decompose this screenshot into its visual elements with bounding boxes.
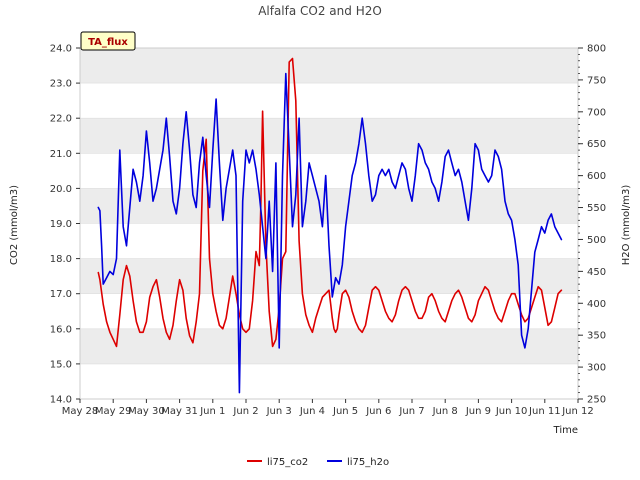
y-axis-label-right: H2O (mmol/m3)	[621, 185, 632, 266]
x-tick-label: Jun 4	[299, 406, 325, 417]
left-tick-label: 22.0	[50, 114, 72, 125]
x-tick-label: Jun 12	[561, 406, 594, 417]
ta-flux-badge: TA_flux	[80, 31, 136, 51]
x-tick-label: Jun 2	[232, 406, 258, 417]
legend-label-co2: li75_co2	[267, 457, 308, 468]
right-tick-label: 750	[587, 75, 606, 86]
grid-band	[80, 328, 578, 364]
legend-label-h2o: li75_h2o	[347, 457, 389, 468]
left-axis: 14.0 15.0 16.0 17.0 18.0 19.0 20.0 21.0 22.0 23.0…	[50, 44, 80, 406]
x-tick-label: Jun 6	[365, 406, 391, 417]
x-axis-label: Time	[553, 425, 578, 436]
series-line-li75_h2o	[97, 72, 563, 394]
x-tick-label: Jun 1	[199, 406, 225, 417]
right-tick-label: 650	[587, 139, 606, 150]
left-tick-label: 21.0	[50, 149, 72, 160]
series-layer	[97, 57, 563, 394]
grid-band	[80, 188, 578, 224]
x-tick-label: Jun 11	[528, 406, 561, 417]
grid-band	[80, 118, 578, 154]
left-tick-label: 18.0	[50, 254, 72, 265]
left-tick-label: 19.0	[50, 219, 72, 230]
left-tick-label: 16.0	[50, 324, 72, 335]
series-line-li75_co2	[97, 57, 563, 348]
right-tick-label: 600	[587, 171, 606, 182]
ta-flux-badge-label: TA_flux	[88, 37, 128, 48]
grid-band	[80, 48, 578, 84]
right-tick-label: 500	[587, 235, 606, 246]
x-tick-label: Jun 7	[398, 406, 424, 417]
left-tick-label: 23.0	[50, 79, 72, 90]
left-tick-label: 24.0	[50, 44, 72, 55]
right-tick-label: 250	[587, 395, 606, 406]
x-tick-label: May 29	[95, 406, 132, 417]
right-tick-label: 400	[587, 299, 606, 310]
legend: li75_co2 li75_h2o	[247, 457, 389, 468]
left-tick-label: 14.0	[50, 395, 72, 406]
right-tick-label: 350	[587, 331, 606, 342]
x-tick-label: May 28	[62, 406, 99, 417]
plot-background-bands	[80, 47, 578, 400]
x-tick-label: May 31	[161, 406, 198, 417]
x-tick-label: Jun 5	[332, 406, 358, 417]
x-tick-label: Jun 10	[495, 406, 528, 417]
right-tick-label: 800	[587, 44, 606, 55]
legend-item-h2o: li75_h2o	[327, 457, 389, 468]
x-tick-label: Jun 3	[266, 406, 292, 417]
right-axis: 250 300 350 400 450 500 550 600 650 700 750 800	[578, 44, 606, 406]
x-tick-label: Jun 8	[432, 406, 458, 417]
right-tick-label: 700	[587, 107, 606, 118]
right-tick-label: 550	[587, 203, 606, 214]
right-tick-label: 300	[587, 363, 606, 374]
right-tick-label: 450	[587, 267, 606, 278]
y-axis-label-left: CO2 (mmol/m3)	[9, 185, 20, 265]
x-tick-label: May 30	[128, 406, 165, 417]
grid-band	[80, 258, 578, 294]
left-tick-label: 15.0	[50, 359, 72, 370]
left-tick-label: 20.0	[50, 184, 72, 195]
left-tick-label: 17.0	[50, 289, 72, 300]
legend-item-co2: li75_co2	[247, 457, 308, 468]
chart-title: Alfalfa CO2 and H2O	[258, 4, 382, 18]
x-tick-label: Jun 9	[465, 406, 491, 417]
